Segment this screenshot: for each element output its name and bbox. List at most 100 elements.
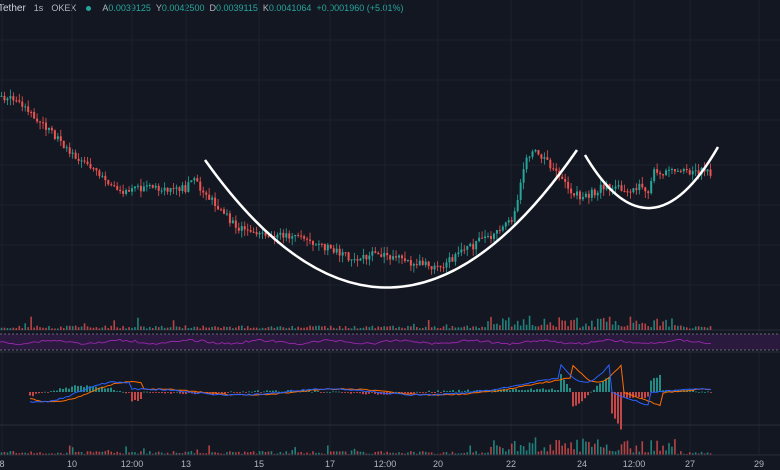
candle-body bbox=[489, 235, 492, 239]
volume-bar bbox=[484, 327, 486, 330]
time-axis-tick: 22 bbox=[506, 459, 516, 469]
candle-body bbox=[454, 254, 457, 262]
candle-body bbox=[166, 187, 169, 192]
bottom-volume-bar bbox=[196, 449, 199, 455]
volume-bar bbox=[202, 325, 205, 330]
volume-bar bbox=[602, 317, 605, 330]
candle-body bbox=[665, 170, 668, 176]
macd-histogram-bar bbox=[65, 387, 67, 392]
volume-bar bbox=[490, 316, 492, 330]
bottom-volume-bar bbox=[528, 442, 531, 455]
candle-body bbox=[50, 127, 53, 131]
macd-histogram-bar bbox=[494, 389, 496, 392]
bottom-volume-bar bbox=[172, 451, 175, 455]
macd-histogram-bar bbox=[269, 390, 271, 392]
macd-histogram-bar bbox=[266, 390, 268, 392]
volume-bar bbox=[519, 325, 522, 330]
macd-histogram-bar bbox=[650, 380, 652, 392]
macd-histogram-bar bbox=[422, 392, 424, 393]
candle-body bbox=[611, 188, 614, 190]
handle-curve[interactable] bbox=[583, 146, 720, 210]
candle-body bbox=[71, 152, 74, 154]
candle-body bbox=[65, 147, 68, 149]
macd-histogram-bar bbox=[149, 392, 151, 393]
macd-histogram-bar bbox=[407, 392, 409, 394]
volume-bar bbox=[608, 316, 611, 330]
candle-body bbox=[311, 240, 314, 245]
time-axis[interactable]: 8 10 12:00 13 15 17 12:00 20 22 24 12:00 27 29 bbox=[0, 459, 764, 469]
macd-histogram-bar bbox=[116, 391, 118, 392]
volume-bar bbox=[36, 325, 38, 330]
volume-bar bbox=[513, 324, 516, 330]
candle-body bbox=[3, 95, 6, 101]
bottom-volume-bar bbox=[404, 453, 406, 455]
macd-histogram-bar bbox=[455, 391, 457, 393]
macd-histogram-bar bbox=[197, 392, 199, 394]
bottom-volume-bar bbox=[18, 453, 21, 455]
cup-handle-drawing[interactable] bbox=[203, 146, 720, 289]
candle-body bbox=[570, 188, 573, 194]
candle-body bbox=[389, 255, 392, 260]
candle-body bbox=[142, 186, 145, 192]
bottom-volume-bar bbox=[611, 451, 614, 455]
volume-bar bbox=[48, 326, 50, 330]
volume-bar bbox=[9, 328, 12, 330]
candle-body bbox=[139, 185, 142, 192]
macd-histogram-bar bbox=[59, 388, 61, 392]
volume-bar bbox=[528, 315, 531, 330]
bottom-volume-bar bbox=[160, 452, 163, 455]
ohlc-key-3: K bbox=[262, 3, 269, 13]
volume-bar bbox=[353, 325, 356, 330]
volume-bar bbox=[605, 321, 608, 330]
candle-body bbox=[599, 184, 602, 193]
bottom-volume-bar bbox=[264, 452, 267, 455]
volume-bar bbox=[341, 328, 344, 330]
candle-body bbox=[136, 185, 139, 187]
bottom-volume-bar bbox=[350, 450, 353, 455]
bottom-volume-bar bbox=[392, 452, 394, 455]
macd-histogram-bar bbox=[260, 392, 262, 393]
candle-body bbox=[323, 243, 326, 251]
candle-body bbox=[581, 196, 584, 200]
bottom-volume-bar bbox=[193, 453, 196, 455]
volume-bar bbox=[653, 320, 655, 330]
symbol-name[interactable]: Tether bbox=[0, 2, 26, 14]
candle-body bbox=[433, 265, 436, 270]
macd-histogram-bar bbox=[101, 386, 103, 392]
candlestick-pane[interactable] bbox=[0, 89, 712, 275]
volume-bar bbox=[190, 327, 193, 330]
macd-histogram-bar bbox=[614, 392, 616, 419]
volume-bar bbox=[294, 328, 296, 330]
bottom-volume-bar bbox=[312, 451, 314, 455]
bottom-volume-bar bbox=[421, 451, 424, 455]
macd-histogram-bar bbox=[359, 392, 361, 394]
volume-bar bbox=[460, 327, 463, 330]
bottom-volume-bar bbox=[466, 452, 469, 455]
candle-body bbox=[386, 252, 389, 256]
bottom-volume-bar bbox=[516, 451, 519, 455]
macd-histogram-bar bbox=[53, 390, 55, 392]
candle-body bbox=[101, 175, 104, 177]
volume-bar bbox=[42, 327, 44, 330]
bottom-volume-bar bbox=[57, 452, 59, 455]
cup-curve[interactable] bbox=[203, 149, 579, 289]
volume-bar bbox=[249, 328, 252, 330]
bottom-volume-bar bbox=[291, 450, 294, 455]
chart-grid bbox=[0, 0, 780, 455]
volume-bar bbox=[15, 328, 18, 330]
macd-histogram-bar bbox=[284, 391, 286, 393]
macd-histogram-bar bbox=[641, 392, 643, 398]
bottom-volume-bar bbox=[27, 453, 29, 455]
macd-histogram-bar bbox=[452, 390, 454, 392]
candle-body bbox=[697, 170, 700, 175]
candle-body bbox=[107, 180, 110, 185]
bottom-volume-bar bbox=[472, 452, 474, 455]
volume-bar bbox=[700, 326, 703, 330]
bottom-volume-bar bbox=[510, 443, 513, 455]
macd-histogram-bar bbox=[173, 392, 175, 393]
candle-body bbox=[77, 158, 80, 161]
volume-bar bbox=[457, 327, 460, 330]
interval-label[interactable]: 1s bbox=[33, 3, 44, 13]
macd-histogram-bar bbox=[92, 386, 94, 392]
